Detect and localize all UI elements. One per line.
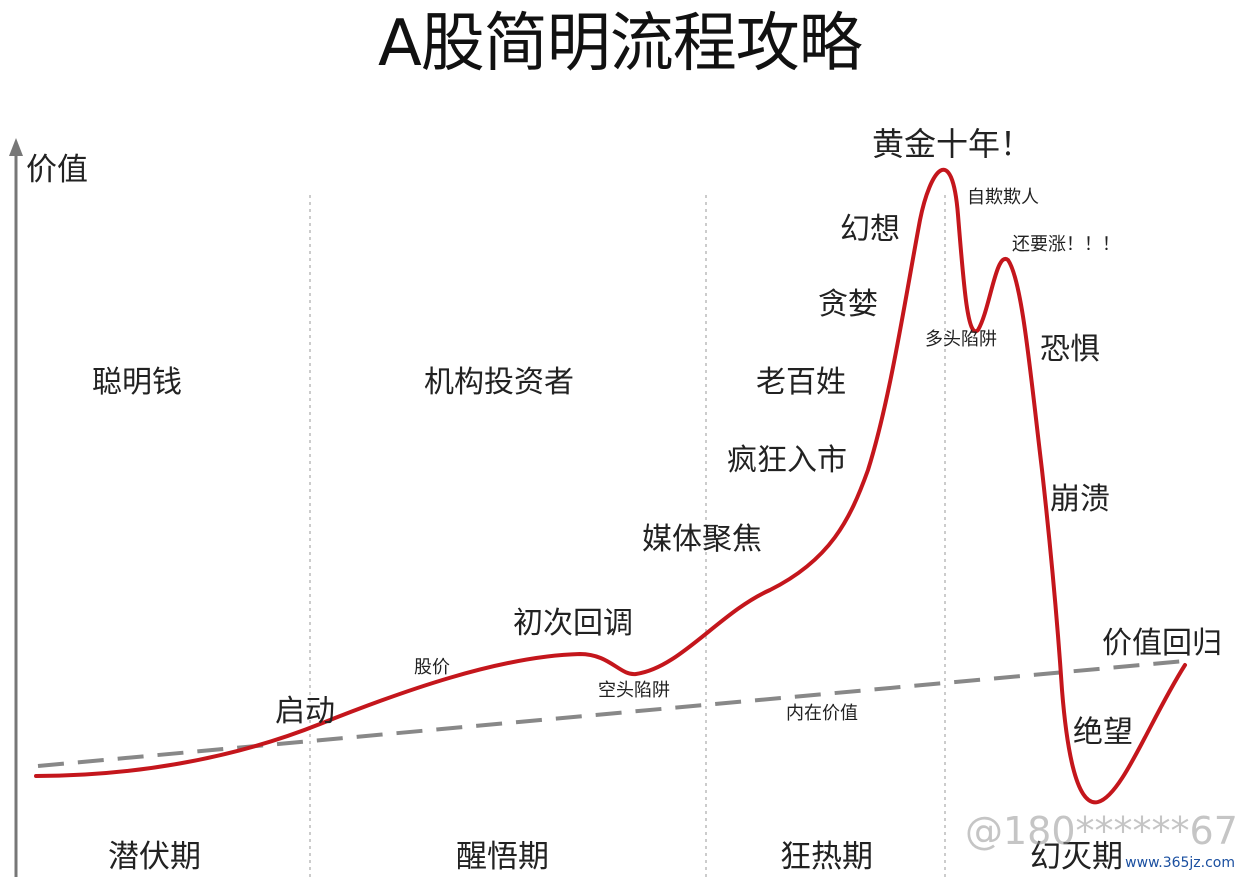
- stage-first-pullback: 初次回调: [513, 606, 633, 641]
- stage-still-rising: 还要涨！！！: [1012, 234, 1120, 255]
- stage-media-focus: 媒体聚焦: [642, 522, 762, 557]
- intrinsic-value-line: [37, 659, 1186, 768]
- stage-start: 启动: [275, 694, 335, 729]
- stage-bull-trap: 多头陷阱: [925, 329, 997, 350]
- phase-awakening: 醒悟期: [456, 839, 549, 875]
- stage-bear-trap: 空头陷阱: [598, 680, 670, 701]
- stock-price-curve: [34, 167, 1187, 805]
- stage-delusion: 幻想: [840, 212, 900, 247]
- stage-greed: 贪婪: [818, 287, 878, 322]
- price-curve-label: 股价: [414, 657, 450, 678]
- stage-despair: 绝望: [1073, 715, 1133, 750]
- stage-golden-decade: 黄金十年！: [872, 125, 1033, 163]
- group-smart-money: 聪明钱: [92, 365, 182, 400]
- stage-collapse: 崩溃: [1050, 482, 1110, 517]
- y-axis-arrow-icon: [9, 138, 23, 156]
- y-axis-label: 价值: [26, 152, 88, 188]
- phase-disillusion: 幻灭期: [1030, 839, 1123, 875]
- stage-return-to-value: 价值回归: [1102, 626, 1222, 661]
- group-institutional: 机构投资者: [424, 365, 574, 400]
- stage-fear: 恐惧: [1040, 332, 1100, 367]
- site-watermark: www.365jz.com: [1122, 855, 1238, 871]
- stage-self-deception: 自欺欺人: [967, 187, 1039, 208]
- phase-frenzy: 狂热期: [780, 839, 873, 875]
- stage-frenzy: 疯狂入市: [727, 443, 847, 478]
- intrinsic-value-label: 内在价值: [786, 703, 858, 724]
- group-retail: 老百姓: [756, 365, 846, 400]
- phase-latent: 潜伏期: [108, 839, 201, 875]
- watermark-text: @180******67: [965, 809, 1238, 853]
- page-title: A股简明流程攻略: [378, 7, 863, 81]
